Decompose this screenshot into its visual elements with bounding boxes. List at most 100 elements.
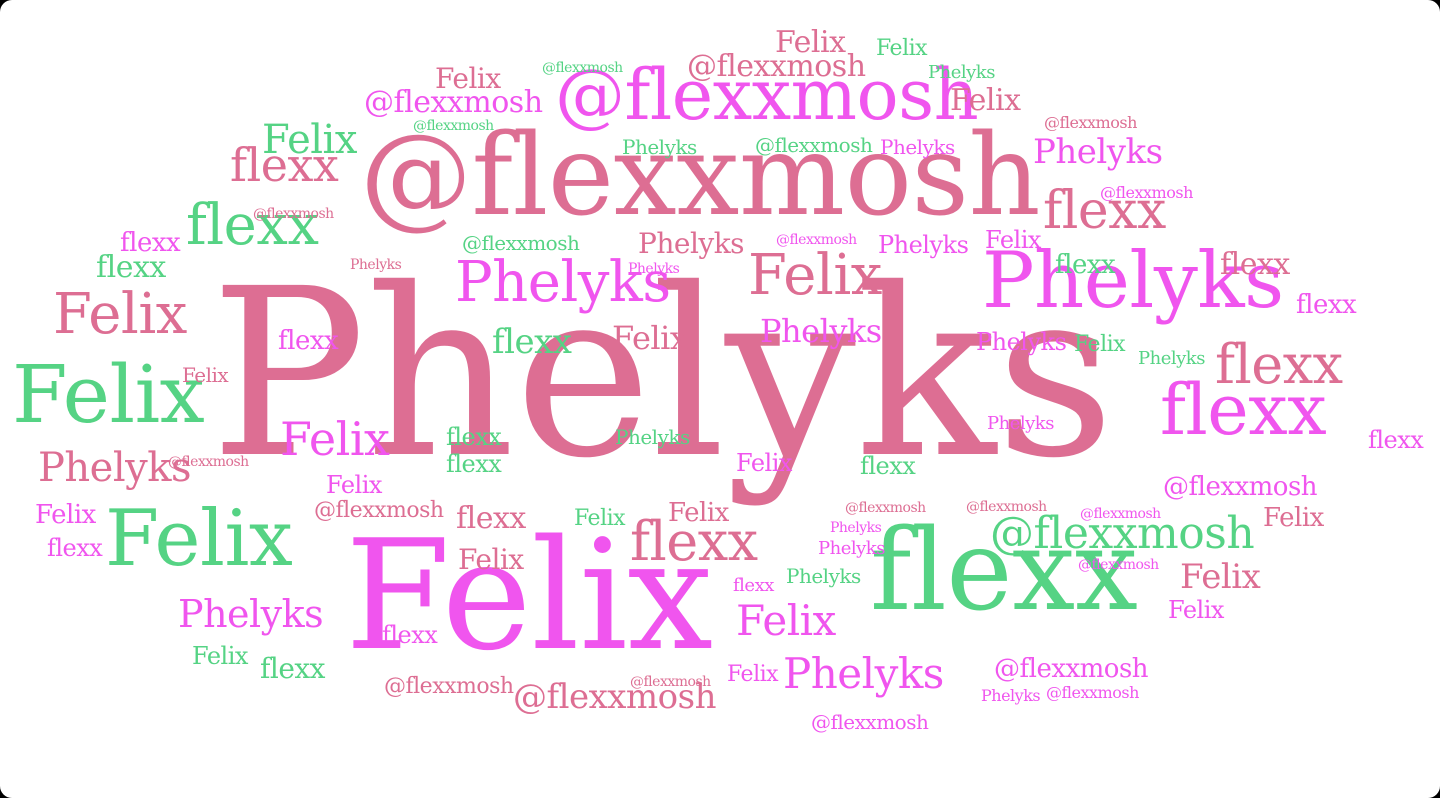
cloud-word: flexx <box>1043 181 1166 241</box>
cloud-word: Felix <box>775 25 846 60</box>
cloud-word: @flexxmosh <box>314 498 444 523</box>
cloud-word: Felix <box>574 506 626 531</box>
cloud-word: Felix <box>612 319 688 357</box>
cloud-word: Felix <box>668 498 729 528</box>
cloud-word: Felix <box>736 449 792 477</box>
cloud-word: @flexxmosh <box>990 508 1255 559</box>
cloud-word: @flexxmosh <box>168 454 249 470</box>
cloud-word: flexx <box>446 450 502 478</box>
cloud-word: Felix <box>262 117 357 163</box>
cloud-word: @flexxmosh <box>1100 183 1193 202</box>
cloud-word: Phelyks <box>1138 348 1205 369</box>
cloud-word: Phelyks <box>878 231 969 259</box>
cloud-word: Felix <box>345 507 713 684</box>
cloud-word: Felix <box>736 596 836 645</box>
cloud-word: Phelyks <box>981 686 1041 705</box>
cloud-word: @flexxmosh <box>1163 472 1318 502</box>
cloud-word: @flexxmosh <box>755 133 873 157</box>
cloud-word: @flexxmosh <box>360 111 1041 241</box>
cloud-word: flexx <box>870 506 1138 636</box>
cloud-word: Phelyks <box>350 257 402 273</box>
cloud-word: flexx <box>1055 250 1116 280</box>
cloud-word: Phelyks <box>1033 132 1163 172</box>
cloud-word: Phelyks <box>628 261 680 277</box>
cloud-word: Felix <box>12 348 205 441</box>
cloud-word: Phelyks <box>38 445 192 491</box>
cloud-word: Phelyks <box>976 328 1067 356</box>
cloud-word: Felix <box>876 36 928 61</box>
cloud-word: Felix <box>1168 596 1224 624</box>
cloud-word: Phelyks <box>615 425 690 449</box>
cloud-word: @flexxmosh <box>630 674 711 690</box>
cloud-word: @flexxmosh <box>384 674 514 699</box>
cloud-word: flexx <box>1296 290 1357 320</box>
cloud-word: flexx <box>260 652 325 685</box>
cloud-word: flexx <box>96 250 166 285</box>
cloud-word: flexx <box>446 423 502 451</box>
cloud-word: @flexxmosh <box>513 677 716 717</box>
cloud-word: Phelyks <box>638 227 745 260</box>
cloud-word: flexx <box>382 621 438 649</box>
cloud-word: @flexxmosh <box>1080 506 1161 522</box>
cloud-word: @flexxmosh <box>845 500 926 516</box>
cloud-word: Phelyks <box>818 538 885 559</box>
cloud-word: flexx <box>1368 426 1424 454</box>
cloud-word: flexx <box>733 575 774 596</box>
cloud-word: Phelyks <box>830 520 882 536</box>
cloud-word: @flexxmosh <box>542 60 623 76</box>
cloud-word: Phelyks <box>928 62 995 83</box>
cloud-word: @flexxmosh <box>966 499 1047 515</box>
cloud-word: Phelyks <box>987 413 1054 434</box>
cloud-word: flexx <box>1215 333 1343 396</box>
cloud-word: flexx <box>120 228 181 258</box>
cloud-word: @flexxmosh <box>1044 113 1137 132</box>
cloud-word: Felix <box>950 83 1021 118</box>
cloud-word: flexx <box>630 510 758 573</box>
cloud-word: Phelyks <box>455 250 671 315</box>
cloud-word: Felix <box>458 543 524 576</box>
cloud-word: @flexxmosh <box>687 49 866 84</box>
cloud-word: @flexxmosh <box>994 654 1149 684</box>
cloud-word: @flexxmosh <box>811 710 929 734</box>
cloud-word: Felix <box>35 500 96 530</box>
cloud-word: Felix <box>182 363 229 387</box>
cloud-word: Felix <box>435 62 501 95</box>
cloud-word: flexx <box>278 326 339 356</box>
cloud-word: flexx <box>47 534 103 562</box>
cloud-word: Felix <box>53 282 187 347</box>
cloud-word: flexx <box>1160 369 1327 451</box>
cloud-word: Phelyks <box>786 564 861 588</box>
cloud-word: Phelyks <box>178 592 324 636</box>
cloud-word: flexx <box>230 138 339 192</box>
cloud-word: Phelyks <box>982 236 1284 326</box>
cloud-word: Felix <box>985 226 1041 254</box>
cloud-word: Felix <box>105 494 293 584</box>
cloud-word: Phelyks <box>210 239 1115 509</box>
cloud-word: Felix <box>1180 557 1261 597</box>
cloud-word: @flexxmosh <box>413 118 494 134</box>
cloud-word: Felix <box>192 642 248 670</box>
cloud-word: @flexxmosh <box>555 54 979 136</box>
cloud-word: flexx <box>456 501 526 536</box>
cloud-word: Phelyks <box>783 649 944 698</box>
cloud-word: flexx <box>1220 247 1290 282</box>
cloud-word: Felix <box>727 662 779 687</box>
cloud-word: Felix <box>326 471 382 499</box>
cloud-word: flexx <box>860 452 916 480</box>
cloud-word: flexx <box>186 193 319 258</box>
cloud-word: Felix <box>748 243 882 308</box>
cloud-word: Phelyks <box>622 135 697 159</box>
cloud-word: @flexxmosh <box>776 232 857 248</box>
cloud-word: @flexxmosh <box>364 85 543 120</box>
cloud-word: @flexxmosh <box>253 206 334 222</box>
cloud-word: @flexxmosh <box>1046 683 1139 702</box>
cloud-word: Phelyks <box>880 135 955 159</box>
cloud-word: @flexxmosh <box>1078 557 1159 573</box>
cloud-word: Felix <box>1074 332 1126 357</box>
cloud-word: Felix <box>280 412 390 466</box>
cloud-word: Phelyks <box>760 312 882 350</box>
cloud-word: flexx <box>492 322 572 362</box>
cloud-word: Felix <box>1263 503 1324 533</box>
cloud-word: @flexxmosh <box>462 231 580 255</box>
